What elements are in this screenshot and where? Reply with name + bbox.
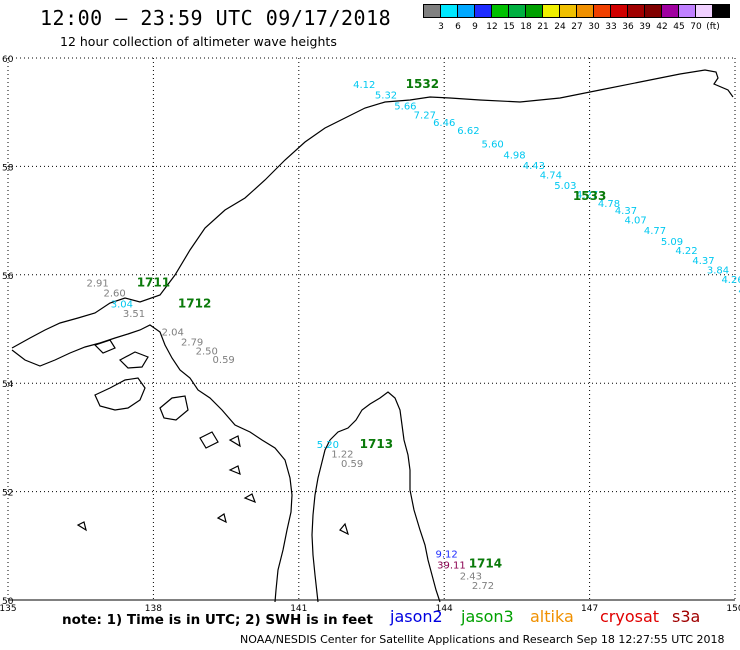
wave-height-value: 4.78	[598, 199, 620, 210]
wave-height-value: 2.60	[103, 288, 125, 299]
lat-tick-label: 54	[2, 380, 14, 390]
lon-tick-label: 135	[0, 604, 17, 614]
wave-height-value: 4.27	[576, 190, 598, 201]
map-subtitle: 12 hour collection of altimeter wave hei…	[60, 34, 337, 49]
color-scale-label: 15	[503, 22, 515, 32]
wave-height-value: 2.79	[181, 337, 203, 348]
satellite-pass-times: 1532 1533 1711 1712 1713 1714	[137, 77, 607, 571]
lon-tick-label: 141	[290, 604, 307, 614]
wave-height-value: 4.98	[503, 150, 525, 161]
coastline-mainland	[11, 69, 734, 349]
legend-jason3: jason3	[461, 607, 514, 626]
lat-tick-label: 60	[2, 55, 14, 65]
wave-height-value: 6.62	[457, 126, 479, 137]
wave-height-value: 3.84	[707, 266, 729, 277]
wave-height-value: 4.77	[644, 226, 666, 237]
wave-height-value: 5.60	[482, 139, 504, 150]
color-scale-label: 6	[455, 22, 461, 32]
coastline-island-4	[93, 339, 116, 354]
wave-height-value: 5.32	[375, 91, 397, 102]
color-scale-label: 27	[571, 22, 583, 32]
footer-credit: NOAA/NESDIS Center for Satellite Applica…	[240, 633, 725, 646]
pass-time-label: 1533	[573, 189, 606, 203]
legend-jason2: jason2	[390, 607, 443, 626]
lon-tick-label: 150	[726, 604, 740, 614]
wave-height-values: 4.125.325.667.276.466.625.604.984.434.74…	[87, 80, 740, 592]
coastline-small-islands	[76, 431, 349, 536]
wave-height-value: 9.12	[435, 550, 457, 561]
coastline-southwest	[11, 324, 293, 603]
pass-time-label: 1711	[137, 276, 170, 290]
color-scale-bar	[423, 4, 730, 18]
coastline-island-1	[94, 377, 146, 411]
pass-time-label: 1713	[360, 437, 393, 451]
color-swatch	[712, 4, 730, 18]
wave-height-value: 4.74	[540, 170, 562, 181]
color-scale-label: 21	[537, 22, 549, 32]
color-scale-label: 3	[438, 22, 444, 32]
lon-tick-label: 144	[436, 604, 453, 614]
color-scale-label: 42	[656, 22, 668, 32]
wave-height-value: 1.22	[331, 449, 353, 460]
lon-tick-label: 147	[581, 604, 598, 614]
legend-cryosat: cryosat	[600, 607, 660, 626]
wave-height-value: 2.50	[196, 346, 218, 357]
wave-height-value: 0.59	[341, 459, 363, 470]
pass-time-label: 1714	[469, 556, 502, 570]
wave-height-value: 5.66	[394, 101, 416, 112]
wave-height-value: 3.51	[123, 309, 145, 320]
coastline-sakhalin	[311, 391, 441, 603]
wave-height-value: 5.20	[317, 440, 339, 451]
coastline-island-2	[119, 351, 149, 369]
wave-height-value: 3.04	[111, 299, 133, 310]
wave-height-value: 5.09	[661, 237, 683, 248]
wave-height-value: 2.04	[162, 328, 184, 339]
lat-tick-label: 52	[2, 489, 13, 499]
wave-height-value: 4.37	[615, 206, 637, 217]
color-scale-label: 30	[588, 22, 600, 32]
color-scale-label: 36	[622, 22, 634, 32]
coastline	[11, 69, 734, 603]
wave-height-value: 4.37	[692, 256, 714, 267]
color-scale-label: 70	[690, 22, 702, 32]
color-scale-label: 39	[639, 22, 651, 32]
wave-height-value: 0.59	[213, 355, 235, 366]
wave-height-value: 4.26	[721, 275, 740, 286]
color-scale-label: 18	[520, 22, 532, 32]
color-scale-label: 24	[554, 22, 566, 32]
wave-height-value: 4.43	[523, 161, 545, 172]
color-scale-label: (ft)	[706, 22, 720, 32]
lat-tick-label: 58	[2, 163, 14, 173]
color-scale-label: 45	[673, 22, 685, 32]
wave-height-value: 39.11	[437, 561, 466, 572]
wave-height-value: 2.72	[472, 581, 494, 592]
footer-note: note: 1) Time is in UTC; 2) SWH is in fe…	[62, 612, 373, 628]
color-scale-label: 9	[472, 22, 478, 32]
lat-tick-label: 50	[2, 597, 14, 607]
color-scale-label: 12	[486, 22, 498, 32]
lon-tick-label: 138	[145, 604, 162, 614]
wave-height-value: 2.43	[460, 571, 482, 582]
wave-height-value: 4.07	[625, 215, 647, 226]
pass-time-label: 1712	[178, 296, 211, 310]
color-scale-labels: 3 6 9 12 15 18 21 24 27 30 33 36 39 42 45 70 (ft)	[423, 22, 740, 36]
lat-tick-label: 56	[2, 272, 14, 282]
wave-height-value: 2.91	[87, 279, 109, 290]
color-scale-label: 33	[605, 22, 617, 32]
map-title: 12:00 – 23:59 UTC 09/17/2018	[40, 6, 392, 30]
wave-height-value: 4.12	[353, 80, 375, 91]
coastline-island-3	[159, 395, 189, 421]
pass-time-label: 1532	[406, 77, 439, 91]
wave-height-value: 6.46	[433, 118, 455, 129]
legend-s3a: s3a	[672, 607, 701, 626]
wave-height-value: 4.57	[738, 286, 740, 297]
wave-height-value: 5.03	[554, 181, 576, 192]
legend-altika: altika	[530, 607, 574, 626]
wave-height-value: 7.27	[414, 111, 436, 122]
wave-height-value: 4.22	[675, 246, 697, 257]
lat-lon-grid	[7, 57, 736, 601]
